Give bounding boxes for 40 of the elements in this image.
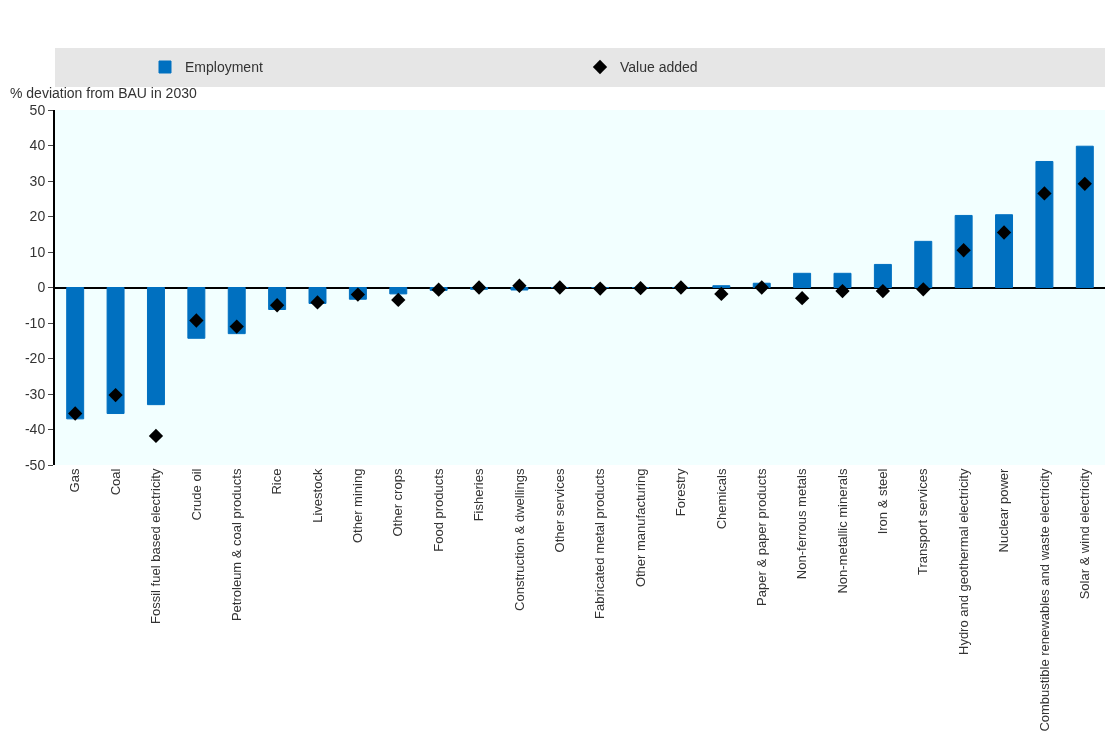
- y-tick-label: -50: [24, 456, 46, 473]
- x-tick-label: Coal: [107, 468, 123, 496]
- x-tick-label: Food products: [430, 468, 446, 552]
- y-tick-label: 40: [29, 137, 46, 154]
- legend-label: Employment: [185, 59, 263, 76]
- x-tick-label: Other services: [552, 468, 568, 553]
- x-tick-label: Hydro and geothermal electricity: [955, 468, 971, 656]
- y-tick-label: 0: [37, 279, 46, 296]
- x-tick-label: Solar & wind electricity: [1077, 468, 1093, 600]
- y-tick-label: -10: [24, 314, 46, 331]
- x-tick-label: Gas: [67, 468, 83, 493]
- x-tick-label: Livestock: [309, 468, 325, 523]
- x-tick-label: Chemicals: [713, 468, 729, 530]
- x-tick-label: Forestry: [673, 468, 689, 517]
- x-tick-label: Petroleum & coal products: [228, 468, 244, 622]
- x-tick-label: Construction & dwellings: [511, 468, 527, 611]
- x-tick-label: Other crops: [390, 468, 406, 537]
- y-tick-label: 30: [29, 172, 46, 189]
- y-axis-title: % deviation from BAU in 2030: [10, 85, 197, 101]
- y-tick-label: -30: [24, 385, 46, 402]
- x-tick-label: Paper & paper products: [753, 468, 769, 606]
- legend-label: Value added: [620, 59, 698, 76]
- x-tick-label: Nuclear power: [996, 467, 1012, 553]
- y-tick-label: -40: [24, 421, 46, 438]
- x-tick-label: Crude oil: [188, 468, 204, 521]
- y-tick-label: 20: [29, 208, 46, 225]
- x-tick-label: Combustible renewables and waste electricity: [1036, 468, 1052, 732]
- y-tick-label: 50: [29, 101, 46, 118]
- x-tick-label: Fisheries: [471, 468, 487, 522]
- x-tick-label: Other manufacturing: [632, 468, 648, 588]
- x-tick-label: Rice: [269, 468, 285, 495]
- y-tick-label: 10: [29, 243, 46, 260]
- x-tick-label: Other mining: [350, 468, 366, 544]
- x-tick-label: Fabricated metal products: [592, 468, 608, 619]
- x-tick-label: Iron & steel: [875, 468, 891, 535]
- x-tick-label: Transport services: [915, 468, 931, 576]
- x-tick-label: Non-ferrous metals: [794, 468, 810, 580]
- x-tick-label: Fossil fuel based electricity: [148, 468, 164, 624]
- y-tick-label: -20: [24, 350, 46, 367]
- x-tick-label: Non-metallic minerals: [834, 468, 850, 594]
